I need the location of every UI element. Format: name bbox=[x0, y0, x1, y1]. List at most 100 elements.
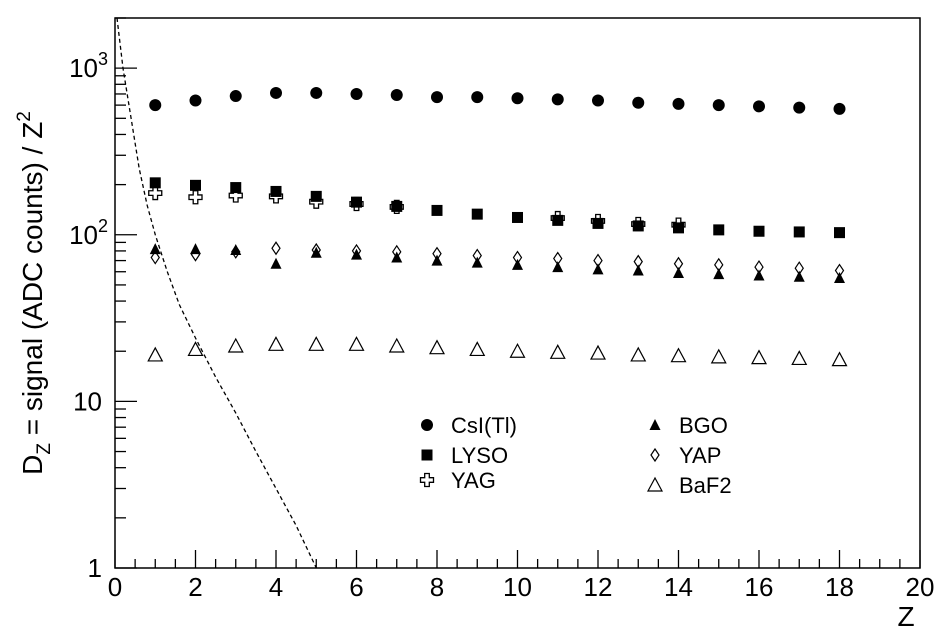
data-point bbox=[753, 225, 765, 237]
data-point bbox=[712, 99, 725, 112]
data-point bbox=[793, 270, 805, 282]
y-tick-label: 103 bbox=[69, 49, 108, 83]
x-axis-title: Z bbox=[897, 601, 914, 632]
data-point bbox=[673, 222, 684, 234]
x-tick-label: 20 bbox=[906, 572, 935, 602]
data-point bbox=[471, 256, 483, 268]
data-point bbox=[592, 263, 604, 275]
x-tick-label: 2 bbox=[188, 572, 202, 602]
data-point bbox=[710, 348, 727, 364]
data-point bbox=[552, 261, 564, 273]
series-yap bbox=[150, 241, 845, 278]
x-tick-label: 12 bbox=[584, 572, 613, 602]
y-tick-exponent: 2 bbox=[98, 216, 108, 236]
data-point bbox=[512, 258, 523, 270]
legend-label: CsI(Tl) bbox=[451, 413, 517, 438]
data-point bbox=[148, 185, 163, 201]
series-lyso bbox=[149, 177, 845, 239]
data-point bbox=[149, 177, 161, 189]
data-point bbox=[391, 200, 403, 212]
data-point bbox=[348, 336, 365, 351]
data-point bbox=[673, 266, 684, 278]
data-point bbox=[230, 182, 242, 194]
data-point bbox=[750, 349, 768, 365]
data-point bbox=[551, 93, 564, 106]
data-point bbox=[271, 241, 281, 256]
data-point bbox=[228, 188, 243, 203]
data-point bbox=[270, 86, 282, 99]
data-point bbox=[469, 341, 486, 357]
data-point bbox=[512, 211, 523, 223]
data-point bbox=[632, 220, 644, 232]
data-point bbox=[471, 208, 483, 220]
data-point bbox=[511, 92, 524, 105]
data-point bbox=[267, 336, 285, 351]
y-tick-label: 10 bbox=[73, 386, 102, 416]
data-point bbox=[592, 217, 604, 229]
data-point bbox=[270, 185, 282, 197]
data-point bbox=[630, 346, 647, 362]
data-point bbox=[509, 342, 526, 358]
data-point bbox=[713, 268, 725, 280]
data-point bbox=[753, 100, 765, 113]
data-point bbox=[350, 87, 363, 100]
data-point bbox=[190, 179, 201, 191]
data-point bbox=[310, 86, 323, 99]
data-point bbox=[270, 257, 282, 269]
legend-label: YAP bbox=[679, 443, 721, 468]
y-tick-exponent: 3 bbox=[98, 49, 108, 69]
data-point bbox=[431, 91, 443, 104]
data-point bbox=[793, 101, 806, 114]
x-tick-label: 14 bbox=[664, 572, 693, 602]
legend-label: YAG bbox=[451, 468, 496, 493]
y-tick-base: 10 bbox=[69, 53, 98, 83]
legend-label: LYSO bbox=[451, 443, 508, 468]
dashed-curve bbox=[116, 17, 317, 569]
data-point bbox=[351, 248, 362, 260]
data-point bbox=[190, 243, 201, 255]
data-point bbox=[421, 449, 433, 461]
series-yag bbox=[148, 185, 686, 232]
x-tick-label: 8 bbox=[430, 572, 444, 602]
x-tick-label: 4 bbox=[269, 572, 283, 602]
data-point bbox=[632, 264, 644, 276]
data-point bbox=[150, 250, 160, 265]
data-point bbox=[187, 341, 204, 357]
data-point bbox=[419, 472, 435, 488]
data-point bbox=[431, 204, 443, 216]
data-point bbox=[390, 89, 403, 102]
data-point bbox=[646, 476, 664, 492]
series-baf2 bbox=[147, 336, 848, 367]
data-point bbox=[188, 190, 203, 205]
data-point bbox=[431, 254, 443, 266]
x-tick-label: 6 bbox=[349, 572, 363, 602]
legend: CsI(Tl) BGO LYSO YAP YAG BaF2 bbox=[419, 413, 732, 498]
data-point bbox=[834, 227, 845, 239]
data-point bbox=[421, 419, 433, 431]
data-point bbox=[351, 196, 362, 208]
y-tick-base: 10 bbox=[69, 220, 98, 250]
data-point bbox=[713, 224, 725, 236]
data-point bbox=[229, 90, 242, 103]
y-axis-title-d: D bbox=[17, 455, 48, 475]
y-axis-title-middle: = signal (ADC counts) / Z bbox=[17, 122, 48, 443]
data-point bbox=[833, 102, 846, 115]
data-point bbox=[791, 350, 808, 366]
data-point bbox=[391, 251, 403, 263]
data-point bbox=[149, 99, 162, 112]
x-tick-label: 18 bbox=[825, 572, 854, 602]
data-point bbox=[592, 94, 604, 107]
data-point bbox=[428, 339, 446, 355]
x-tick-label: 16 bbox=[745, 572, 774, 602]
data-point bbox=[388, 337, 405, 353]
legend-label: BGO bbox=[679, 413, 728, 438]
data-point bbox=[649, 419, 661, 430]
series-csi-tl- bbox=[149, 86, 846, 115]
data-point bbox=[549, 344, 566, 359]
data-point bbox=[632, 96, 645, 109]
x-tick-label: 0 bbox=[108, 572, 122, 602]
data-point bbox=[149, 243, 161, 255]
data-point bbox=[227, 337, 244, 353]
